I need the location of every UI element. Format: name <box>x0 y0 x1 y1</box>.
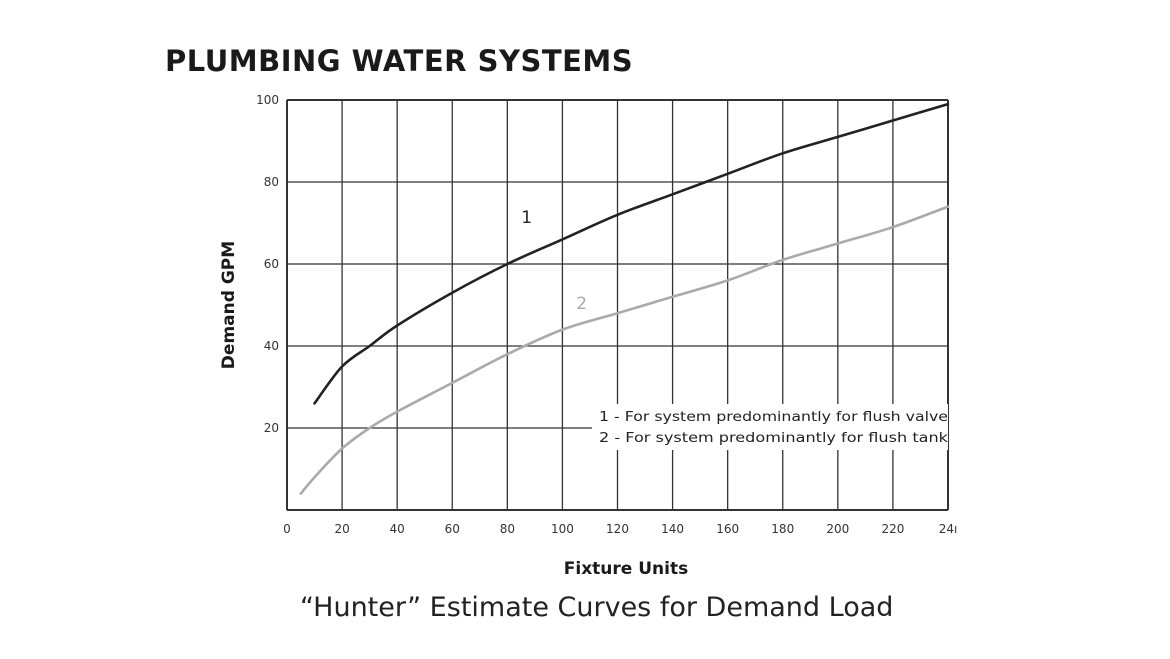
x-tick-label: 40 <box>390 522 405 536</box>
series-line-1 <box>313 102 950 405</box>
y-axis-title: Demand GPM <box>219 241 239 369</box>
x-tick-label: 200 <box>826 522 849 536</box>
x-tick-label: 100 <box>551 522 574 536</box>
tick-labels: 0 20 40 60 80 100 120 140 160 180 200 220 24ı 20 40 60 8… <box>256 93 957 536</box>
chart-caption: “Hunter” Estimate Curves for Demand Load <box>300 592 894 623</box>
series-line-2 <box>299 205 950 495</box>
y-tick-label: 20 <box>264 421 279 435</box>
curve-labels: 12 <box>521 208 587 314</box>
legend-entry-2: 2 - For system predominantly for flush t… <box>599 431 949 446</box>
x-tick-label: 24ı <box>939 522 958 536</box>
x-tick-label: 80 <box>500 522 515 536</box>
y-tick-label: 80 <box>264 175 279 189</box>
x-tick-label: 220 <box>881 522 904 536</box>
curve-label-1: 1 <box>521 208 532 228</box>
x-tick-label: 20 <box>334 522 349 536</box>
legend-entry-1: 1 - For system predominantly for flush v… <box>599 410 948 425</box>
chart-title: PLUMBING WATER SYSTEMS <box>165 44 634 78</box>
x-tick-label: 160 <box>716 522 739 536</box>
y-tick-label: 40 <box>264 339 279 353</box>
x-tick-label: 140 <box>661 522 684 536</box>
y-tick-label: 60 <box>264 257 279 271</box>
legend-background <box>592 404 948 450</box>
legend: 1 - For system predominantly for flush v… <box>592 404 949 450</box>
x-tick-label: 0 <box>283 522 291 536</box>
curve-label-2: 2 <box>576 294 587 314</box>
x-tick-label: 60 <box>445 522 460 536</box>
y-tick-label: 100 <box>256 93 279 107</box>
x-axis-title: Fixture Units <box>564 559 688 579</box>
x-tick-label: 120 <box>606 522 629 536</box>
series-lines <box>299 102 950 495</box>
x-tick-label: 180 <box>771 522 794 536</box>
